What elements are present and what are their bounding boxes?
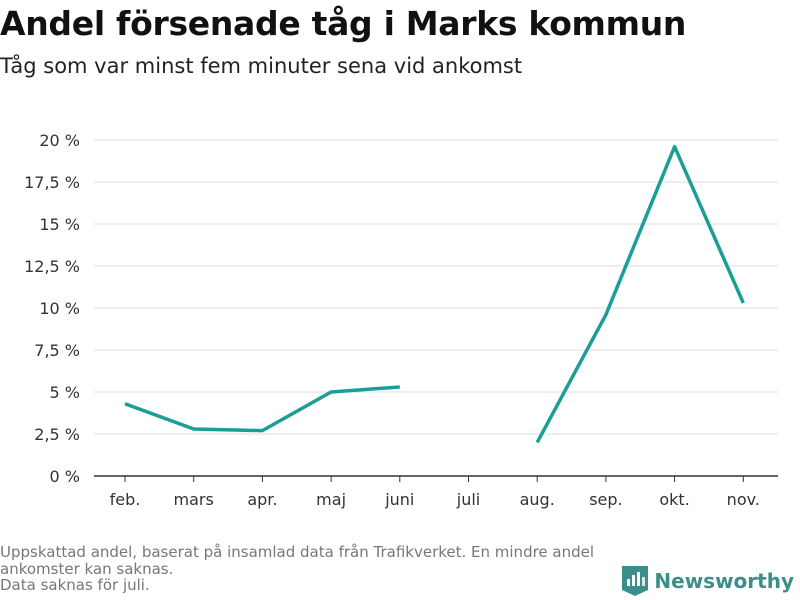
newsworthy-logo[interactable]: Newsworthy [622,566,794,596]
footnote: Uppskattad andel, baserat på insamlad da… [0,544,640,594]
x-tick-label: aug. [520,490,555,509]
x-axis: feb. mars apr. maj juni juli aug. sep. okt. nov. [110,476,760,509]
y-axis-labels: 0 % 2,5 % 5 % 7,5 % 10 % 12,5 % 15 % 17,5 % 20 % [24,131,80,486]
y-tick-label: 20 % [39,131,80,150]
x-tick-label: juli [456,490,480,509]
x-tick-label: apr. [247,490,277,509]
x-tick-label: maj [316,490,346,509]
y-tick-label: 7,5 % [34,341,80,360]
x-tick-label: nov. [727,490,760,509]
x-tick-label: juni [384,490,414,509]
footnote-missing-data: Data saknas för juli. [0,576,150,594]
logo-text: Newsworthy [654,569,794,593]
footnote-source: Uppskattad andel, baserat på insamlad da… [0,543,595,578]
y-tick-label: 2,5 % [34,425,80,444]
y-tick-label: 0 % [50,467,80,486]
series-line-segment [535,144,745,444]
x-tick-label: mars [174,490,214,509]
y-tick-label: 5 % [50,383,80,402]
y-tick-label: 12,5 % [24,257,80,276]
series-lines [124,144,745,444]
y-tick-label: 10 % [39,299,80,318]
x-tick-label: feb. [110,490,141,509]
y-tick-label: 15 % [39,215,80,234]
grid-lines [94,139,778,477]
x-tick-label: okt. [659,490,689,509]
line-chart: 0 % 2,5 % 5 % 7,5 % 10 % 12,5 % 15 % 17,5 % 20 %… [24,131,778,509]
series-line-segment [124,385,400,433]
newsworthy-logo-icon [622,566,649,596]
x-tick-label: sep. [589,490,622,509]
chart-title: Andel försenade tåg i Marks kommun [0,4,687,43]
chart-subtitle: Tåg som var minst fem minuter sena vid a… [0,54,523,78]
y-tick-label: 17,5 % [24,173,80,192]
